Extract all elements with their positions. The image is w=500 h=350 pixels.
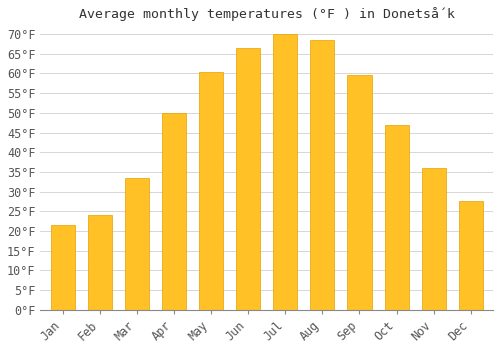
Bar xyxy=(236,48,260,310)
Bar xyxy=(422,168,446,310)
Bar xyxy=(273,34,297,310)
Bar xyxy=(384,125,408,310)
Bar xyxy=(162,113,186,310)
Bar xyxy=(124,178,149,310)
Bar xyxy=(310,40,334,310)
Title: Average monthly temperatures (°F ) in Donetsǻk: Average monthly temperatures (°F ) in Do… xyxy=(78,7,454,21)
Bar xyxy=(88,215,112,310)
Bar xyxy=(199,71,223,310)
Bar xyxy=(50,225,74,310)
Bar xyxy=(458,202,483,310)
Bar xyxy=(348,76,372,310)
